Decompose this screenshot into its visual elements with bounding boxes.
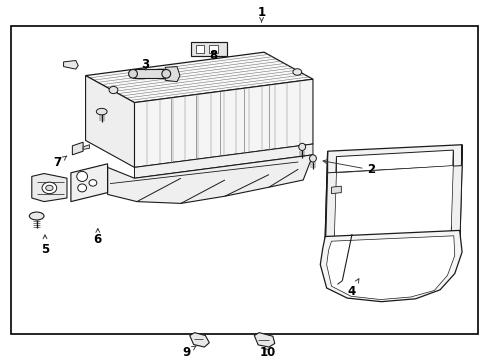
Polygon shape	[32, 174, 67, 202]
Ellipse shape	[29, 212, 44, 220]
Bar	[11, 26, 477, 334]
Polygon shape	[134, 144, 312, 178]
Polygon shape	[72, 142, 83, 155]
Ellipse shape	[109, 86, 118, 94]
Text: 9: 9	[183, 346, 196, 359]
Text: 7: 7	[54, 156, 67, 169]
Ellipse shape	[45, 185, 53, 191]
Polygon shape	[333, 166, 452, 248]
Polygon shape	[333, 150, 452, 231]
Ellipse shape	[77, 171, 87, 181]
Bar	[209, 45, 218, 53]
Ellipse shape	[292, 69, 301, 75]
Polygon shape	[83, 145, 89, 149]
Text: 1: 1	[257, 6, 265, 22]
Ellipse shape	[309, 155, 316, 162]
Text: 5: 5	[41, 235, 49, 256]
Polygon shape	[331, 186, 341, 194]
Polygon shape	[326, 236, 454, 300]
Polygon shape	[71, 164, 107, 202]
Polygon shape	[254, 333, 274, 347]
Bar	[195, 45, 204, 53]
Polygon shape	[459, 145, 461, 252]
Polygon shape	[320, 230, 461, 302]
Ellipse shape	[89, 180, 97, 186]
Polygon shape	[165, 67, 180, 82]
Text: 4: 4	[346, 279, 358, 298]
Polygon shape	[325, 151, 327, 260]
Ellipse shape	[96, 108, 107, 115]
Bar	[190, 42, 227, 56]
Bar	[133, 69, 166, 78]
Ellipse shape	[298, 143, 305, 150]
Ellipse shape	[162, 69, 170, 78]
Polygon shape	[325, 145, 461, 237]
Ellipse shape	[78, 184, 86, 192]
Text: 6: 6	[94, 229, 102, 246]
Ellipse shape	[128, 69, 137, 78]
Text: 8: 8	[209, 49, 217, 62]
Polygon shape	[85, 52, 312, 103]
Polygon shape	[107, 155, 312, 203]
Polygon shape	[134, 79, 312, 167]
Polygon shape	[325, 166, 461, 260]
Text: 2: 2	[323, 160, 375, 176]
Ellipse shape	[42, 182, 57, 194]
Polygon shape	[325, 230, 459, 249]
Polygon shape	[189, 333, 209, 347]
Polygon shape	[85, 76, 134, 167]
Text: 3: 3	[142, 58, 149, 71]
Polygon shape	[63, 60, 78, 69]
Text: 10: 10	[259, 346, 276, 359]
